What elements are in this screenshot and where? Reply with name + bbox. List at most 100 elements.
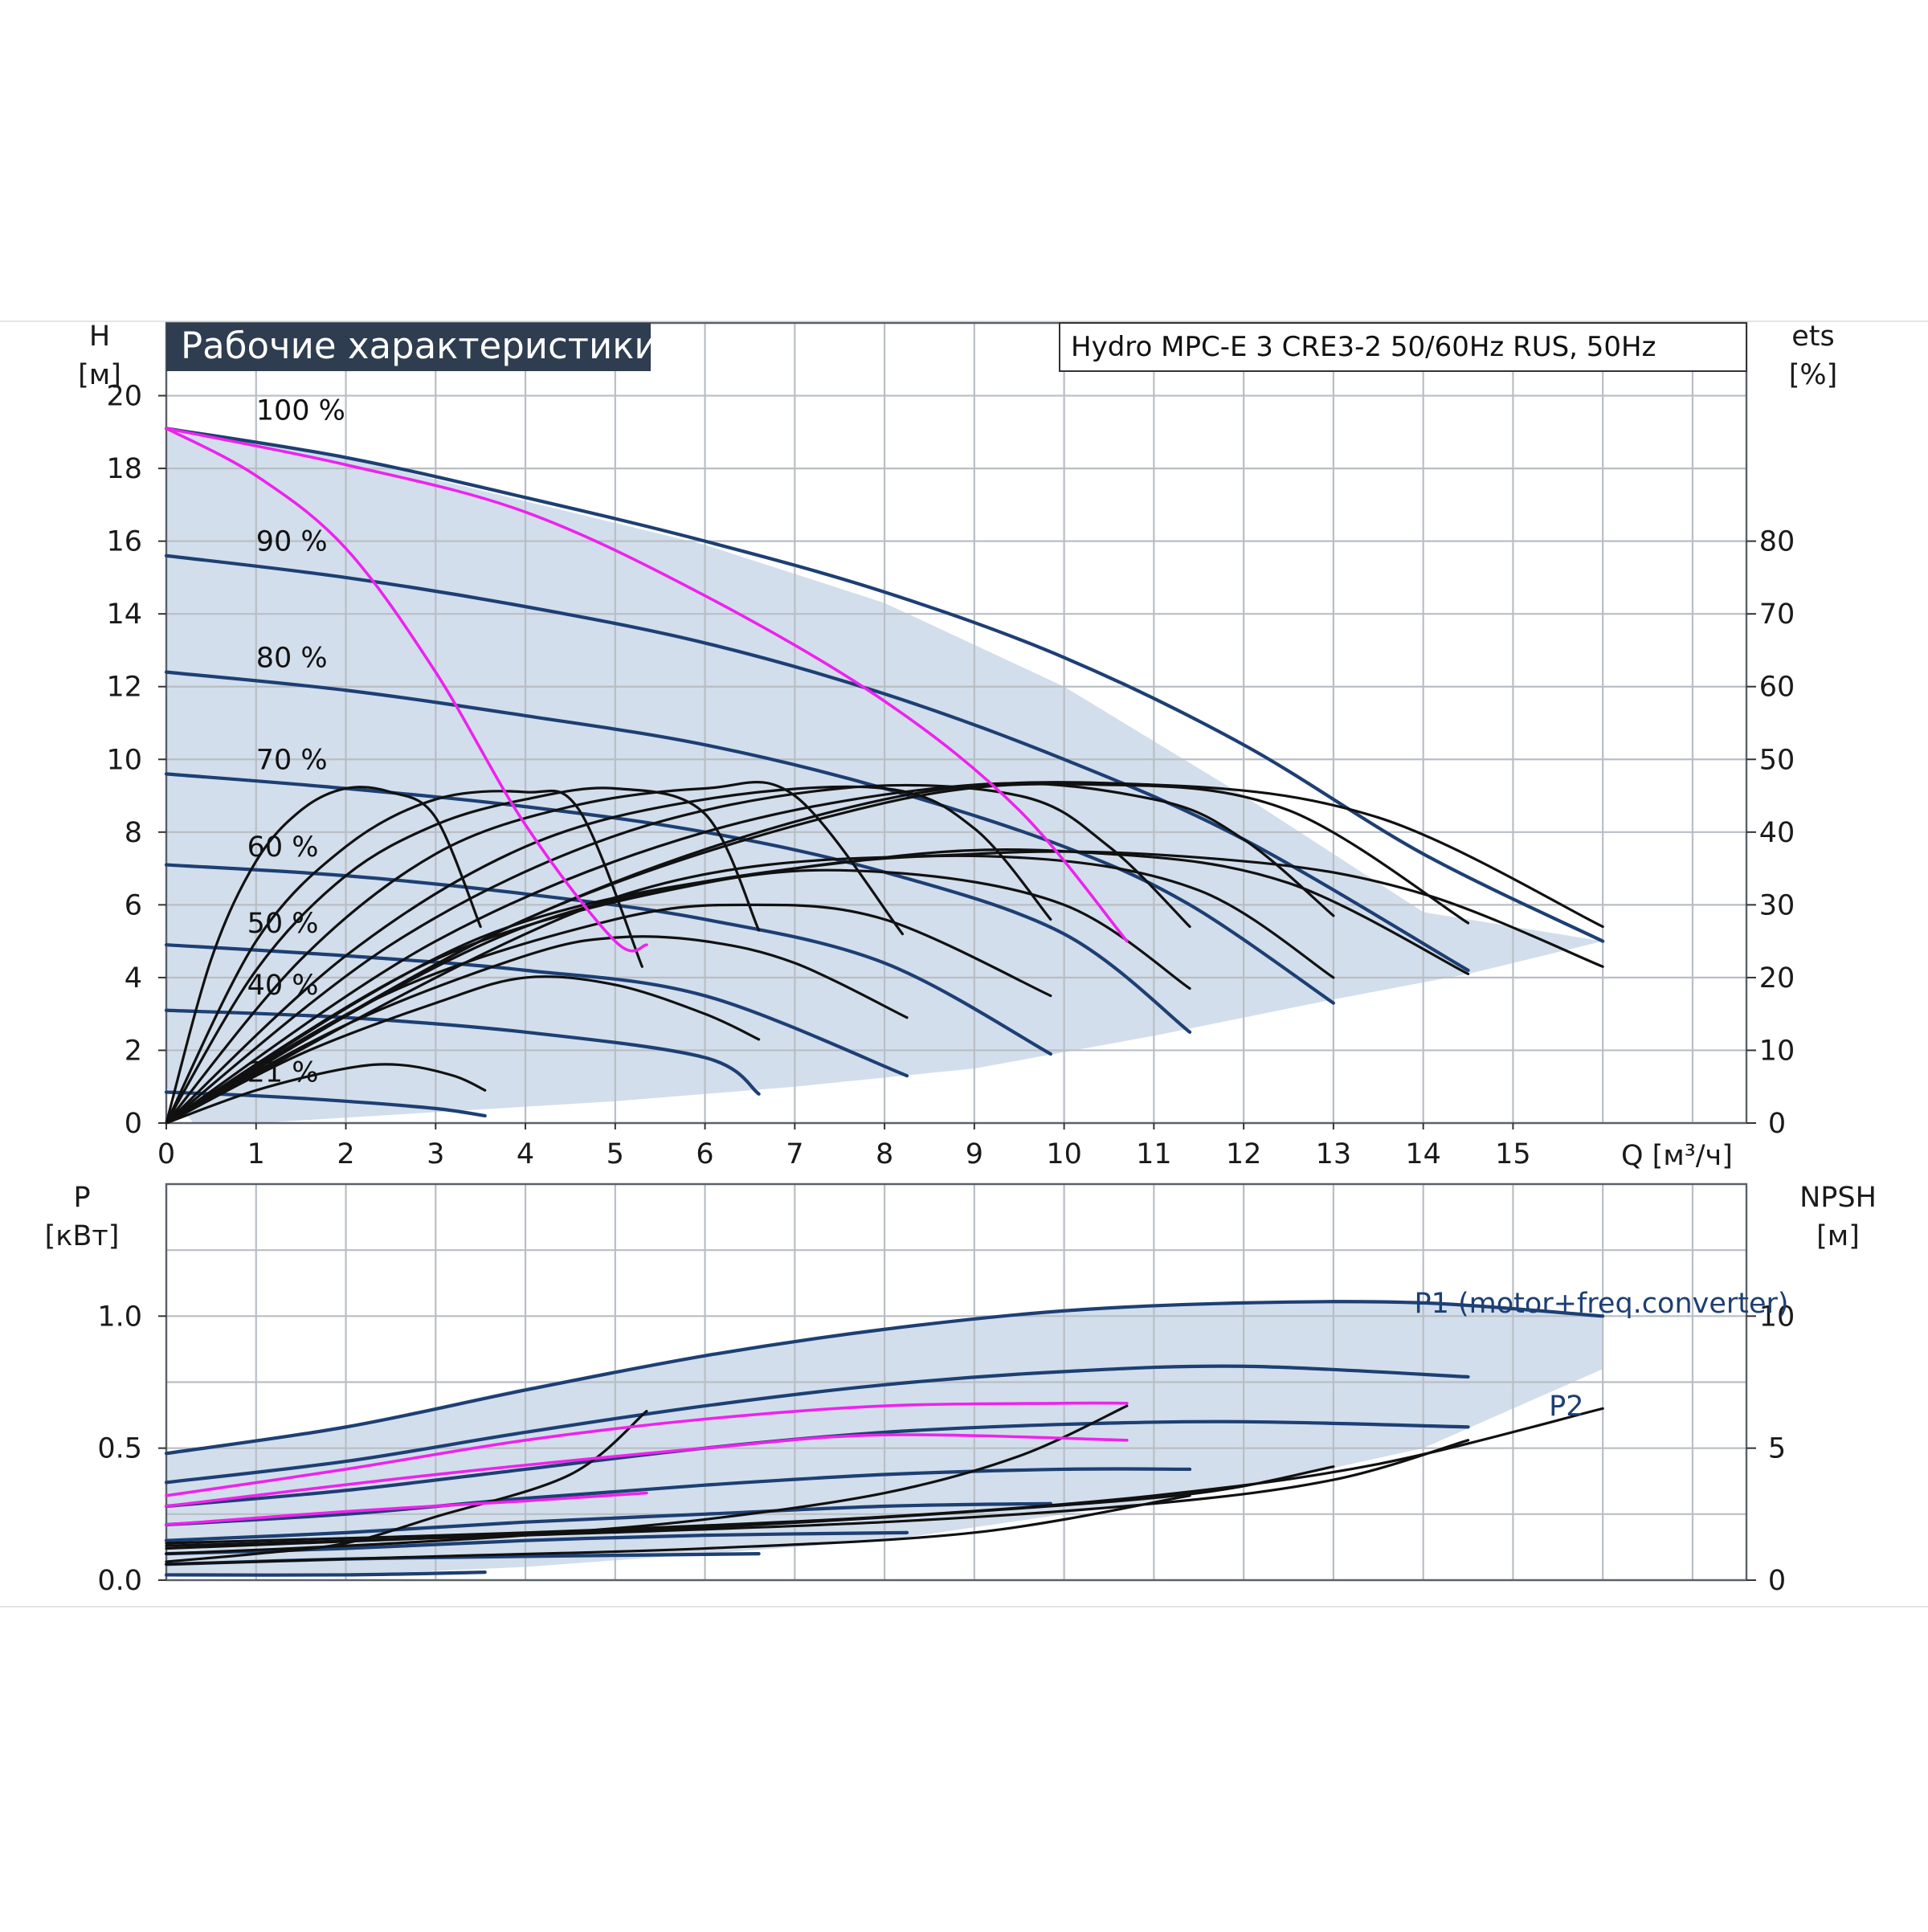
eff-y-unit: [%] — [1789, 359, 1838, 391]
pump-curve-12 — [165, 785, 1052, 1125]
model-box — [1059, 322, 1747, 372]
pump-curve-24 — [165, 850, 1604, 1125]
y2-tick-label: 70 — [1759, 598, 1795, 631]
y-tick-label: 1.0 — [97, 1301, 142, 1333]
pump-curve-9 — [165, 1410, 648, 1563]
y-tick-label: 8 — [125, 817, 142, 849]
speed-label: 70 % — [256, 744, 328, 776]
power-y-label: P — [73, 1182, 90, 1214]
x-tick-label: 6 — [696, 1138, 713, 1170]
y-tick-label: 12 — [106, 672, 142, 704]
y2-tick-label: 30 — [1759, 889, 1795, 921]
curve-label: P1 (motor+freq.converter) — [1414, 1288, 1788, 1320]
pump-curve-11 — [165, 781, 905, 1125]
chart-title: Рабочие характеристики — [181, 325, 658, 367]
y-tick-label: 18 — [106, 453, 142, 485]
y2-tick-label: 50 — [1759, 744, 1795, 776]
x-tick-label: 12 — [1226, 1138, 1262, 1170]
speed-label: 90 % — [256, 526, 328, 558]
y2-tick-label: 10 — [1759, 1035, 1795, 1067]
speed-label: 21 % — [247, 1057, 319, 1089]
head-y-label: H — [89, 321, 110, 353]
y2-tick-label: 0 — [1768, 1565, 1786, 1597]
pump-curve-8 — [165, 786, 482, 1125]
pump-curve-13 — [165, 783, 1191, 1125]
head-curve-2 — [164, 670, 1335, 1005]
head-y-unit: [м] — [78, 359, 121, 391]
y-tick-label: 4 — [125, 962, 142, 995]
x-tick-label: 1 — [247, 1138, 265, 1170]
efficiency-curve-16 — [165, 1433, 1129, 1508]
npsh-y-label: NPSH — [1799, 1182, 1877, 1214]
head-chart-axes: 0 1 2 3 4 5 6 7 8 9 10 11 12 13 14 15024681012141618200… — [106, 381, 1795, 1170]
pump-curve-17 — [165, 1063, 487, 1125]
power-chart-curves — [164, 1300, 1605, 1577]
title-box — [166, 323, 651, 371]
efficiency-curve-25 — [165, 427, 648, 953]
speed-label: 40 % — [247, 970, 319, 1002]
pump-curve-9 — [165, 789, 643, 1125]
head-curve-1 — [164, 1364, 1470, 1485]
x-tick-label: 8 — [876, 1138, 893, 1170]
speed-label: 60 % — [247, 831, 319, 864]
eff-y-label: ets — [1791, 321, 1835, 353]
head-curve-4 — [164, 863, 1052, 1056]
head-curve-5 — [164, 943, 909, 1078]
head-chart-grid — [165, 321, 1748, 1125]
efficiency-curve-26 — [165, 427, 1129, 943]
y2-tick-label: 40 — [1759, 817, 1795, 849]
y-tick-label: 16 — [106, 526, 142, 558]
x-tick-label: 11 — [1136, 1138, 1172, 1170]
pump-curve-14 — [165, 782, 1335, 1125]
x-tick-label: 5 — [607, 1138, 624, 1170]
x-tick-label: 15 — [1495, 1138, 1531, 1170]
head-curve-7 — [164, 1571, 487, 1577]
y2-tick-label: 60 — [1759, 672, 1795, 704]
head-curve-0 — [164, 427, 1605, 943]
x-tick-label: 10 — [1046, 1138, 1082, 1170]
y-tick-label: 2 — [125, 1035, 142, 1067]
y-tick-label: 0.5 — [97, 1433, 142, 1465]
pump-curve-12 — [165, 1439, 1470, 1547]
x-tick-label: 3 — [427, 1138, 444, 1170]
efficiency-curve-15 — [165, 1401, 1129, 1497]
flow-x-label: Q [м³/ч] — [1621, 1140, 1733, 1172]
curve-label: P2 — [1549, 1391, 1583, 1423]
pump-curve-10 — [165, 786, 761, 1125]
y2-tick-label: 80 — [1759, 526, 1795, 558]
head-curve-3 — [164, 1467, 1192, 1527]
y2-tick-label: 5 — [1768, 1433, 1786, 1465]
y2-tick-label: 20 — [1759, 962, 1795, 995]
y2-tick-label: 10 — [1759, 1301, 1795, 1333]
pump-curve-16 — [165, 781, 1604, 1125]
speed-label: 100 % — [256, 395, 345, 427]
y-tick-label: 10 — [106, 744, 142, 776]
y2-tick-label: 0 — [1768, 1108, 1786, 1140]
y-tick-label: 14 — [106, 598, 142, 631]
efficiency-curve-17 — [165, 1491, 648, 1526]
power-y-unit: [кВт] — [45, 1220, 120, 1252]
head-curve-4 — [164, 1501, 1052, 1542]
plot-frame — [165, 1182, 1748, 1582]
x-tick-label: 14 — [1405, 1138, 1441, 1170]
head-curve-0 — [164, 1300, 1605, 1456]
x-tick-label: 2 — [337, 1138, 354, 1170]
y-tick-label: 20 — [106, 381, 142, 413]
y-tick-label: 0.0 — [97, 1565, 142, 1597]
power-chart-grid — [165, 1182, 1748, 1582]
pump-curve-10 — [165, 1404, 1129, 1555]
x-tick-label: 4 — [517, 1138, 534, 1170]
x-tick-label: 9 — [966, 1138, 983, 1170]
x-tick-label: 0 — [157, 1138, 175, 1170]
x-tick-label: 7 — [786, 1138, 803, 1170]
model-label: Hydro MPC-E 3 CRE3-2 50/60Hz RUS, 50Hz — [1071, 331, 1656, 363]
pump-curve-13 — [165, 1407, 1604, 1545]
head-curve-6 — [164, 1008, 761, 1096]
pump-curve-20 — [165, 903, 1052, 1125]
pump-curve-19 — [165, 935, 909, 1125]
head-chart-curves — [164, 427, 1605, 1125]
plot-frame — [165, 321, 1748, 1125]
